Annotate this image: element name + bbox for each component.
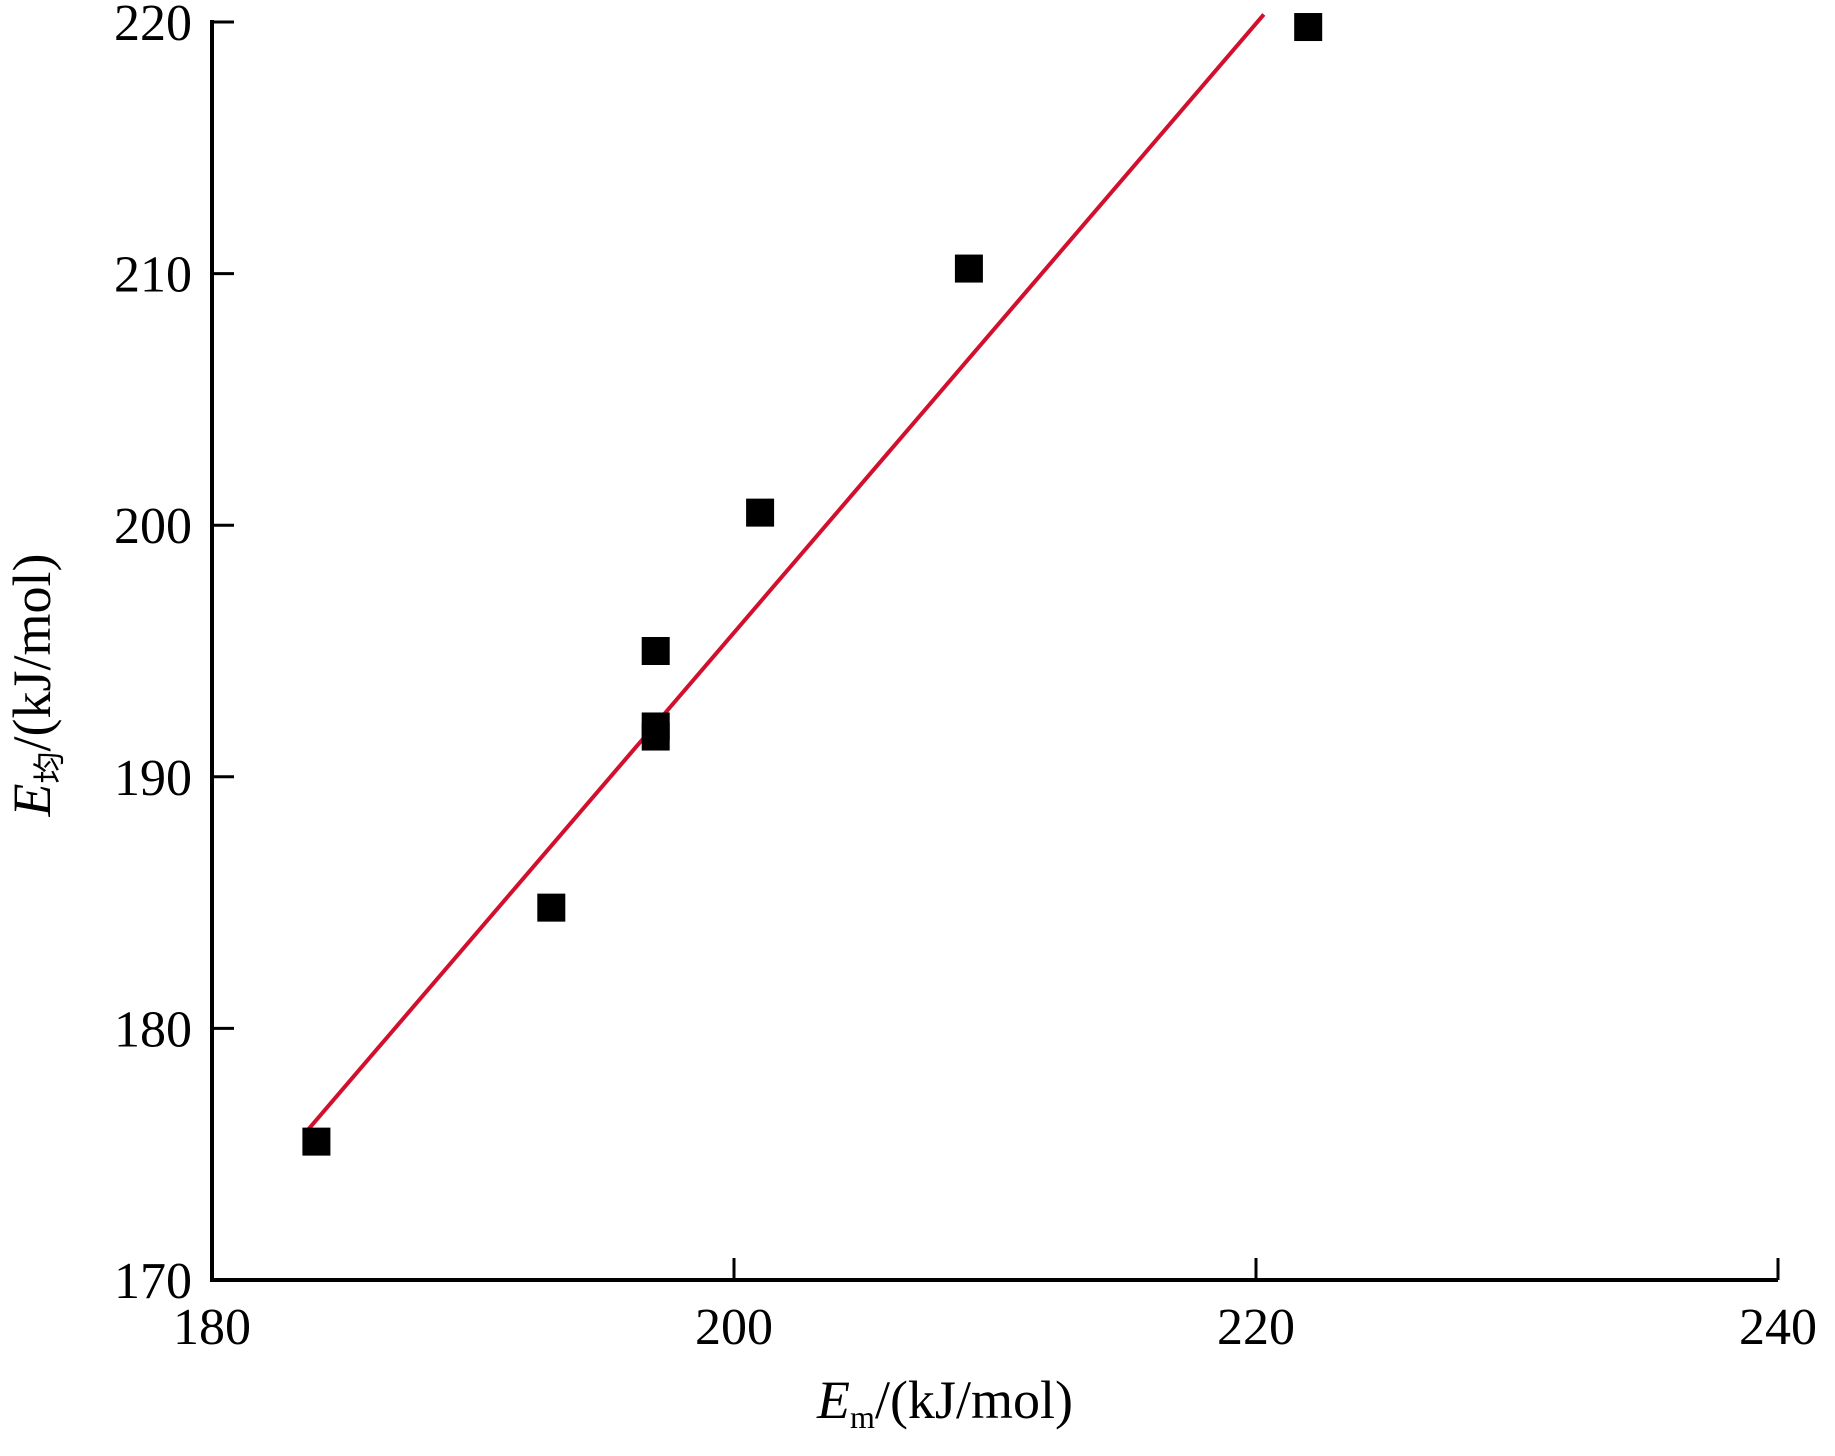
x-axis-symbol: E [816, 1370, 850, 1430]
y-axis-title: E均/(kJ/mol) [2, 553, 67, 817]
fit-line-group [307, 13, 1266, 1131]
y-tick-label: 190 [114, 750, 192, 807]
y-tick-label: 210 [114, 247, 192, 304]
data-point [302, 1127, 331, 1156]
x-axis-title: Em/(kJ/mol) [816, 1370, 1073, 1435]
x-axis-unit: /(kJ/mol) [875, 1370, 1073, 1430]
x-tick-label: 220 [1217, 1299, 1295, 1356]
data-point [641, 712, 670, 741]
data-point [746, 498, 775, 527]
y-tick-label: 200 [114, 498, 192, 555]
fit-line [307, 13, 1266, 1131]
y-tick-label: 180 [114, 1001, 192, 1058]
data-point [641, 637, 670, 665]
data-point [1294, 13, 1323, 42]
data-point [954, 254, 983, 283]
y-axis-subscript: 均 [31, 751, 67, 783]
y-tick-label: 170 [114, 1253, 192, 1310]
data-point [537, 893, 566, 922]
y-axis-unit: /(kJ/mol) [2, 553, 62, 751]
y-axis-symbol: E [2, 784, 62, 818]
x-tick-label: 180 [173, 1299, 251, 1356]
y-tick-label: 220 [114, 0, 192, 52]
x-tick-label: 240 [1739, 1299, 1817, 1356]
x-tick-label: 200 [695, 1299, 773, 1356]
axes [210, 20, 1778, 1282]
data-points [302, 13, 1323, 1156]
x-axis-subscript: m [850, 1399, 875, 1435]
